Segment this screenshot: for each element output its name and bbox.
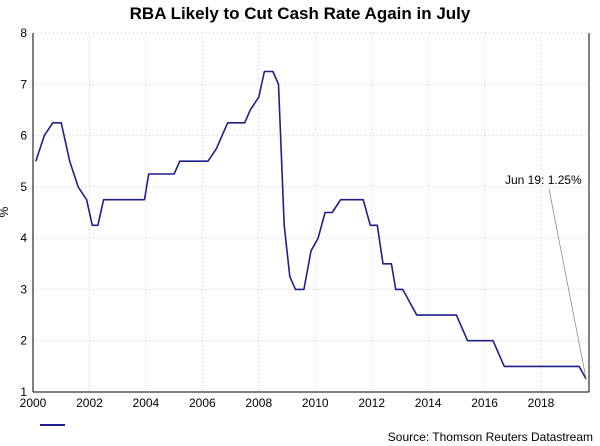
x-tick-labels: 2000 2002 2004 2006 2008 2010 2012 2014 2016 2018 xyxy=(20,396,555,410)
y-tick-labels: 1 2 3 4 5 6 7 8 xyxy=(20,26,27,399)
x-tick-label: 2002 xyxy=(76,396,103,410)
y-tick-label: 2 xyxy=(20,334,27,348)
x-tick-label: 2000 xyxy=(20,396,47,410)
x-tick-label: 2010 xyxy=(302,396,329,410)
y-tick-label: 6 xyxy=(20,129,27,143)
y-tick-label: 1 xyxy=(20,385,27,399)
x-tick-label: 2008 xyxy=(245,396,272,410)
y-axis-label: % xyxy=(0,206,11,217)
x-tick-label: 2012 xyxy=(358,396,385,410)
y-tick-label: 5 xyxy=(20,180,27,194)
x-tick-label: 2018 xyxy=(528,396,555,410)
series-line-0 xyxy=(35,70,587,380)
y-tick-label: 4 xyxy=(20,231,27,245)
source-note: Source: Thomson Reuters Datastream xyxy=(388,430,593,444)
annotation-leader-line xyxy=(548,188,587,380)
x-tick-label: 2006 xyxy=(189,396,216,410)
series-group xyxy=(35,70,587,380)
chart-title: RBA Likely to Cut Cash Rate Again in Jul… xyxy=(130,4,471,23)
gridlines xyxy=(33,32,589,392)
x-tick-label: 2014 xyxy=(415,396,442,410)
y-tick-label: 7 xyxy=(20,77,27,91)
x-tick-label: 2004 xyxy=(133,396,160,410)
y-tick-label: 3 xyxy=(20,282,27,296)
annotation-label: Jun 19: 1.25% xyxy=(505,173,582,187)
y-tick-label: 8 xyxy=(20,26,27,40)
x-tick-label: 2016 xyxy=(471,396,498,410)
